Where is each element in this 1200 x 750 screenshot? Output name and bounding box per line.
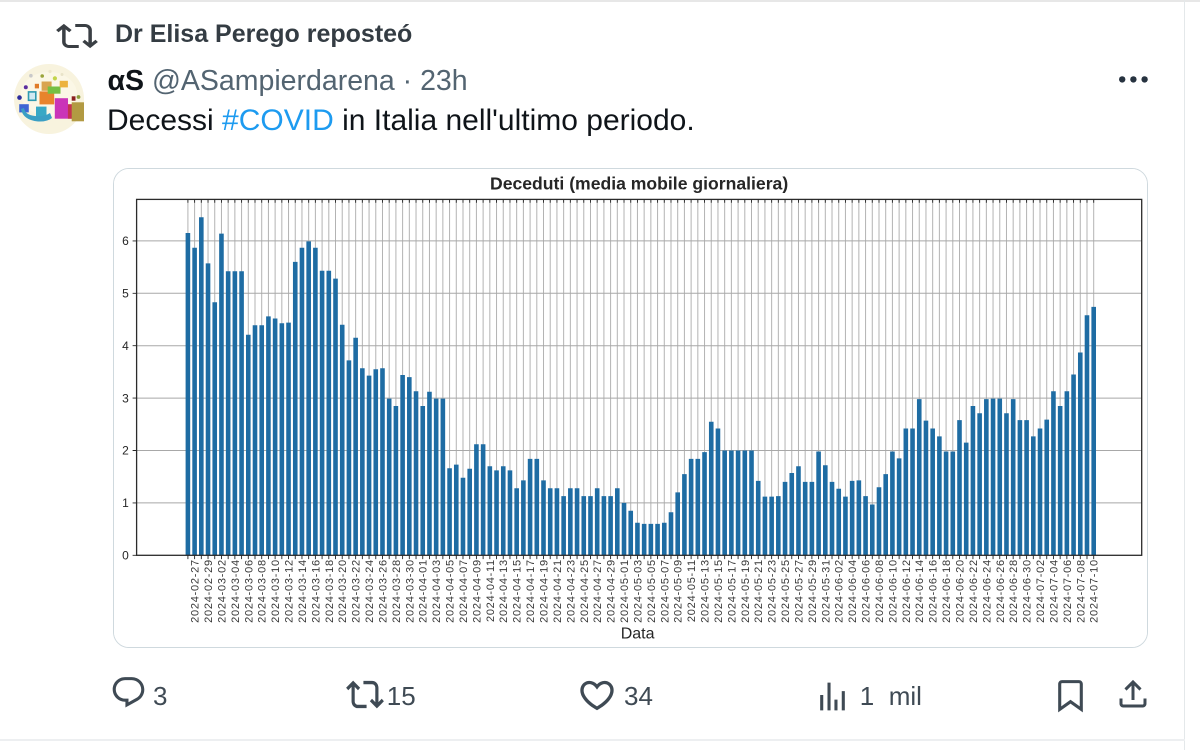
svg-text:4: 4 <box>122 339 129 353</box>
svg-text:2024-06-14: 2024-06-14 <box>914 559 926 623</box>
svg-text:2024-06-16: 2024-06-16 <box>928 559 940 623</box>
svg-text:2024-05-05: 2024-05-05 <box>646 559 658 623</box>
svg-text:2024-05-09: 2024-05-09 <box>673 559 685 623</box>
svg-text:2024-03-10: 2024-03-10 <box>270 559 282 623</box>
svg-text:2024-04-17: 2024-04-17 <box>525 559 537 623</box>
svg-text:2024-03-30: 2024-03-30 <box>404 559 416 623</box>
svg-text:2024-03-12: 2024-03-12 <box>284 559 296 623</box>
svg-text:2024-06-10: 2024-06-10 <box>887 559 899 623</box>
svg-text:2024-07-04: 2024-07-04 <box>1048 559 1060 623</box>
svg-text:2024-06-30: 2024-06-30 <box>1022 559 1034 623</box>
svg-text:Data: Data <box>621 625 655 642</box>
svg-text:2024-04-15: 2024-04-15 <box>512 559 524 623</box>
svg-text:Deceduti (media mobile giornal: Deceduti (media mobile giornaliera) <box>490 174 788 194</box>
svg-text:2024-05-11: 2024-05-11 <box>686 559 698 622</box>
svg-text:2024-06-12: 2024-06-12 <box>901 559 913 623</box>
svg-text:1: 1 <box>122 496 129 510</box>
svg-text:2024-06-20: 2024-06-20 <box>955 559 967 623</box>
svg-text:6: 6 <box>122 234 129 248</box>
svg-text:2024-06-22: 2024-06-22 <box>968 559 980 623</box>
svg-text:0: 0 <box>122 549 129 563</box>
svg-text:2024-06-24: 2024-06-24 <box>981 559 993 623</box>
svg-text:2024-05-27: 2024-05-27 <box>793 559 805 623</box>
svg-text:2024-03-06: 2024-03-06 <box>243 559 255 623</box>
svg-text:2024-04-03: 2024-04-03 <box>431 559 443 623</box>
svg-text:2024-03-24: 2024-03-24 <box>364 559 376 623</box>
svg-text:2024-04-09: 2024-04-09 <box>471 559 483 623</box>
svg-text:5: 5 <box>122 287 129 301</box>
svg-text:2024-03-08: 2024-03-08 <box>257 559 269 623</box>
svg-text:2024-04-21: 2024-04-21 <box>552 559 564 623</box>
svg-text:2024-06-04: 2024-06-04 <box>847 559 859 623</box>
svg-text:2024-04-23: 2024-04-23 <box>565 559 577 623</box>
svg-text:2024-03-22: 2024-03-22 <box>351 559 363 623</box>
svg-text:2024-06-08: 2024-06-08 <box>874 559 886 623</box>
svg-text:2024-06-28: 2024-06-28 <box>1008 559 1020 623</box>
svg-text:2024-06-02: 2024-06-02 <box>834 559 846 623</box>
svg-text:2024-05-17: 2024-05-17 <box>726 559 738 623</box>
svg-text:2024-03-02: 2024-03-02 <box>216 559 228 623</box>
svg-text:2024-05-15: 2024-05-15 <box>713 559 725 623</box>
svg-text:2024-05-21: 2024-05-21 <box>753 559 765 623</box>
svg-text:2024-03-20: 2024-03-20 <box>337 559 349 623</box>
svg-text:2024-07-08: 2024-07-08 <box>1075 559 1087 623</box>
svg-text:2024-05-31: 2024-05-31 <box>820 559 832 623</box>
svg-text:2024-05-29: 2024-05-29 <box>807 559 819 623</box>
svg-text:2024-05-25: 2024-05-25 <box>780 559 792 623</box>
svg-text:2024-04-29: 2024-04-29 <box>606 559 618 623</box>
svg-text:2024-05-03: 2024-05-03 <box>632 559 644 623</box>
svg-text:2024-06-26: 2024-06-26 <box>995 559 1007 623</box>
svg-text:2024-07-10: 2024-07-10 <box>1089 559 1101 623</box>
svg-text:2024-03-26: 2024-03-26 <box>377 559 389 623</box>
svg-text:2024-07-06: 2024-07-06 <box>1062 559 1074 623</box>
svg-text:2024-03-14: 2024-03-14 <box>297 559 309 623</box>
svg-text:2024-03-18: 2024-03-18 <box>324 559 336 623</box>
svg-text:2024-05-19: 2024-05-19 <box>740 559 752 623</box>
svg-text:2024-02-27: 2024-02-27 <box>190 559 202 623</box>
svg-text:3: 3 <box>122 391 129 405</box>
svg-text:2024-04-11: 2024-04-11 <box>485 559 497 622</box>
svg-text:2024-03-04: 2024-03-04 <box>230 559 242 623</box>
svg-text:2024-05-23: 2024-05-23 <box>767 559 779 623</box>
svg-text:2024-03-28: 2024-03-28 <box>391 559 403 623</box>
svg-text:2024-05-01: 2024-05-01 <box>619 559 631 623</box>
svg-text:2024-05-07: 2024-05-07 <box>659 559 671 623</box>
svg-text:2: 2 <box>122 444 129 458</box>
svg-text:2024-04-27: 2024-04-27 <box>592 559 604 623</box>
svg-text:2024-06-06: 2024-06-06 <box>861 559 873 623</box>
svg-text:2024-02-29: 2024-02-29 <box>203 559 215 623</box>
svg-text:2024-04-05: 2024-04-05 <box>445 559 457 623</box>
svg-text:2024-04-19: 2024-04-19 <box>539 559 551 623</box>
svg-text:2024-04-07: 2024-04-07 <box>458 559 470 623</box>
svg-text:2024-06-18: 2024-06-18 <box>941 559 953 623</box>
svg-text:2024-03-16: 2024-03-16 <box>310 559 322 623</box>
svg-text:2024-07-02: 2024-07-02 <box>1035 559 1047 623</box>
svg-text:2024-04-01: 2024-04-01 <box>418 559 430 623</box>
svg-text:2024-05-13: 2024-05-13 <box>700 559 712 623</box>
svg-text:2024-04-13: 2024-04-13 <box>498 559 510 623</box>
svg-text:2024-04-25: 2024-04-25 <box>579 559 591 623</box>
